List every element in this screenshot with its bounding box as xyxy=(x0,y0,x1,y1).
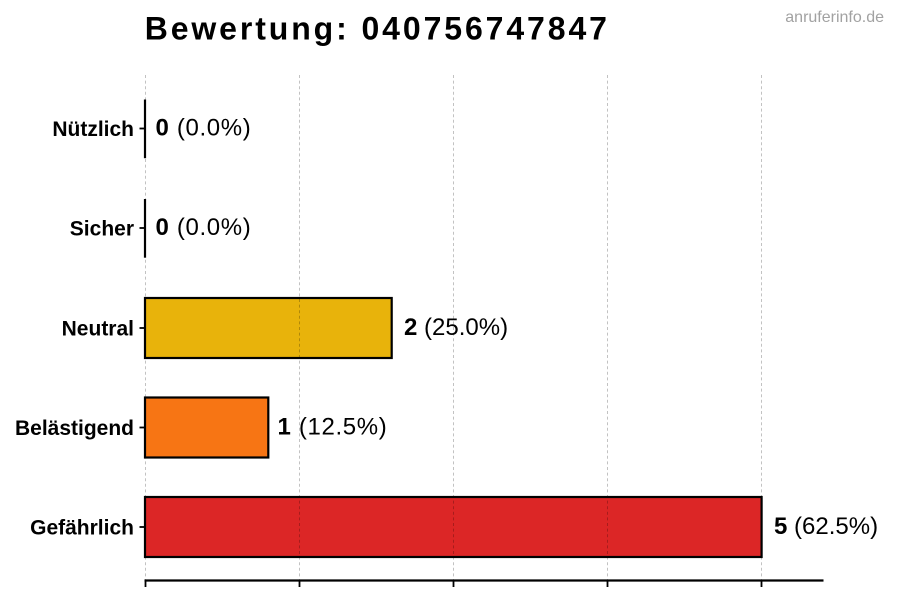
svg-text:0 (0.0%): 0 (0.0%) xyxy=(156,214,252,241)
svg-text:Gefährlich: Gefährlich xyxy=(30,517,134,540)
svg-text:0 (0.0%): 0 (0.0%) xyxy=(156,115,252,142)
svg-text:anruferinfo.de: anruferinfo.de xyxy=(785,9,884,26)
svg-text:Neutral: Neutral xyxy=(62,318,134,341)
svg-text:Sicher: Sicher xyxy=(70,218,134,241)
svg-text:1 (12.5%): 1 (12.5%) xyxy=(278,414,388,441)
svg-text:Belästigend: Belästigend xyxy=(15,417,134,440)
svg-text:5 (62.5%): 5 (62.5%) xyxy=(774,513,878,540)
svg-text:2 (25.0%): 2 (25.0%) xyxy=(404,314,508,341)
svg-text:Nützlich: Nützlich xyxy=(52,118,134,141)
svg-text:Bewertung: 040756747847: Bewertung: 040756747847 xyxy=(145,11,610,47)
